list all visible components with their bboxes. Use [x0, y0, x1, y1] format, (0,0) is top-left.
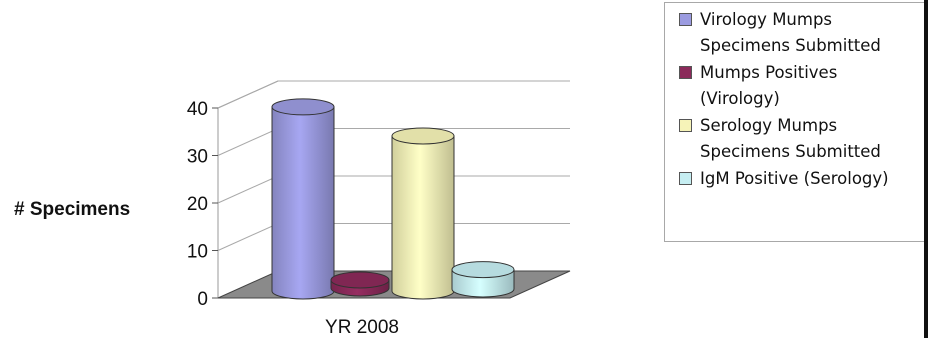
y-axis-ticks: 0 10 20 30 40 [187, 99, 218, 310]
chart-legend: Virology Mumps Specimens Submitted Mumps… [664, 2, 926, 242]
y-tick-label: 0 [197, 289, 208, 310]
cylinder-top [451, 261, 515, 279]
cylinder-body [271, 106, 335, 300]
cylinder-body [391, 135, 455, 300]
legend-label: Mumps Positives [700, 63, 838, 82]
legend-label: Serology Mumps [700, 116, 838, 135]
cylinder-top [391, 127, 455, 145]
y-tick-label: 30 [187, 147, 208, 168]
legend-swatch [679, 66, 692, 79]
legend-item: Virology Mumps Specimens Submitted [679, 7, 925, 59]
legend-item: IgM Positive (Serology) [679, 166, 925, 192]
cylinder-top [330, 271, 390, 289]
legend-label-cont: Specimens Submitted [700, 36, 881, 55]
legend-swatch [679, 172, 692, 185]
y-tick-label: 40 [187, 99, 208, 120]
x-category-label: YR 2008 [325, 317, 399, 338]
legend-label: IgM Positive (Serology) [700, 169, 889, 188]
y-tick-label: 20 [187, 194, 208, 215]
gridline [217, 80, 570, 109]
page-edge-rule [924, 0, 928, 338]
cylinder-bar [451, 261, 515, 298]
legend-swatch [679, 119, 692, 132]
legend-label-cont: (Virology) [700, 89, 780, 108]
cylinder-bar [391, 127, 455, 300]
legend-swatch [679, 13, 692, 26]
chart-bars [271, 98, 515, 300]
legend-item: Serology Mumps Specimens Submitted [679, 113, 925, 165]
legend-item: Mumps Positives (Virology) [679, 60, 925, 112]
y-axis-label: # Specimens [14, 199, 130, 220]
y-tick-label: 10 [187, 242, 208, 263]
cylinder-bar [271, 98, 335, 300]
legend-label-cont: Specimens Submitted [700, 142, 881, 161]
legend-label: Virology Mumps [700, 10, 833, 29]
cylinder-top [271, 98, 335, 116]
cylinder-bar [330, 271, 390, 297]
